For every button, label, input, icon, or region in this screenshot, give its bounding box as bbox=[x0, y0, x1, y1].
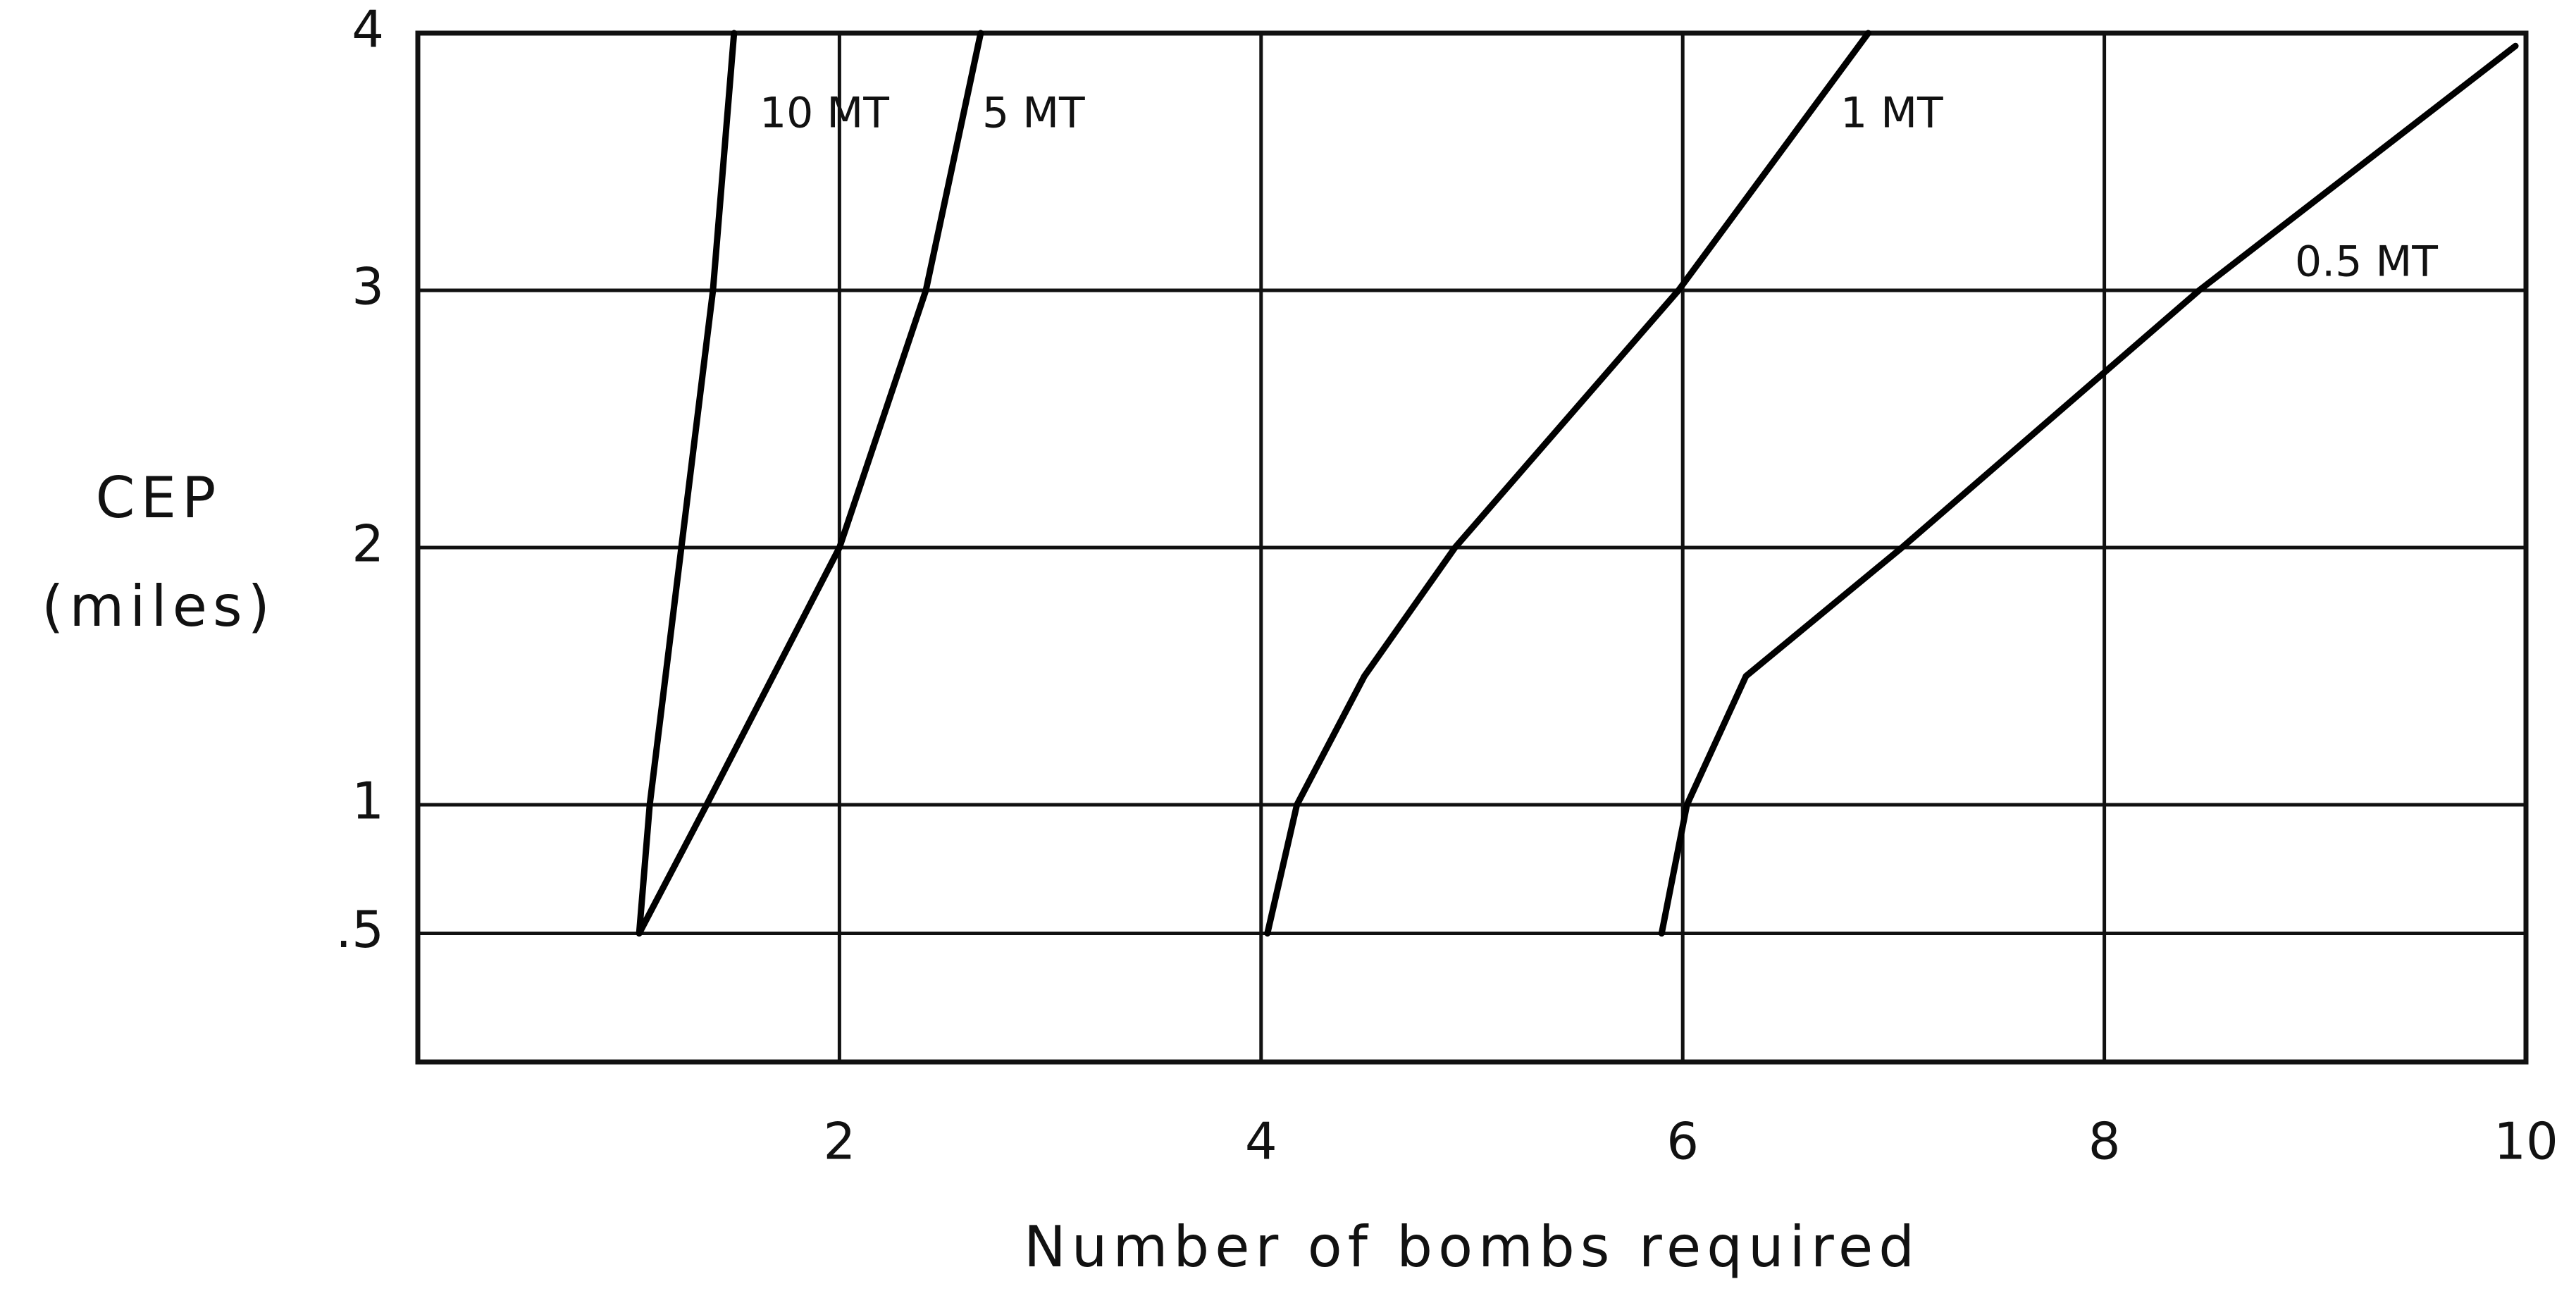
y-tick-label: 1 bbox=[352, 772, 384, 831]
x-axis-title: Number of bombs required bbox=[1024, 1214, 1920, 1280]
y-axis-title: CEP bbox=[96, 465, 222, 531]
y-tick-label: 3 bbox=[352, 257, 384, 316]
x-tick-label: 10 bbox=[2494, 1112, 2558, 1171]
y-axis-unit: (miles) bbox=[42, 574, 275, 639]
line bbox=[1264, 30, 1871, 937]
series-label: 1 MT bbox=[1840, 89, 1943, 138]
series-label: 10 MT bbox=[760, 89, 889, 138]
line bbox=[636, 30, 984, 937]
y-tick-label: 2 bbox=[352, 514, 384, 574]
y-tick-label: .5 bbox=[335, 900, 384, 959]
series-label: 5 MT bbox=[982, 89, 1085, 138]
line bbox=[636, 30, 738, 937]
plot-frame bbox=[415, 30, 2529, 1065]
series-label: 0.5 MT bbox=[2295, 237, 2438, 287]
x-tick-label: 2 bbox=[823, 1112, 855, 1171]
y-tick-label: 4 bbox=[352, 0, 384, 59]
x-tick-label: 6 bbox=[1666, 1112, 1699, 1171]
line bbox=[1658, 42, 2519, 937]
x-tick-label: 8 bbox=[2088, 1112, 2121, 1171]
x-tick-label: 4 bbox=[1245, 1112, 1277, 1171]
